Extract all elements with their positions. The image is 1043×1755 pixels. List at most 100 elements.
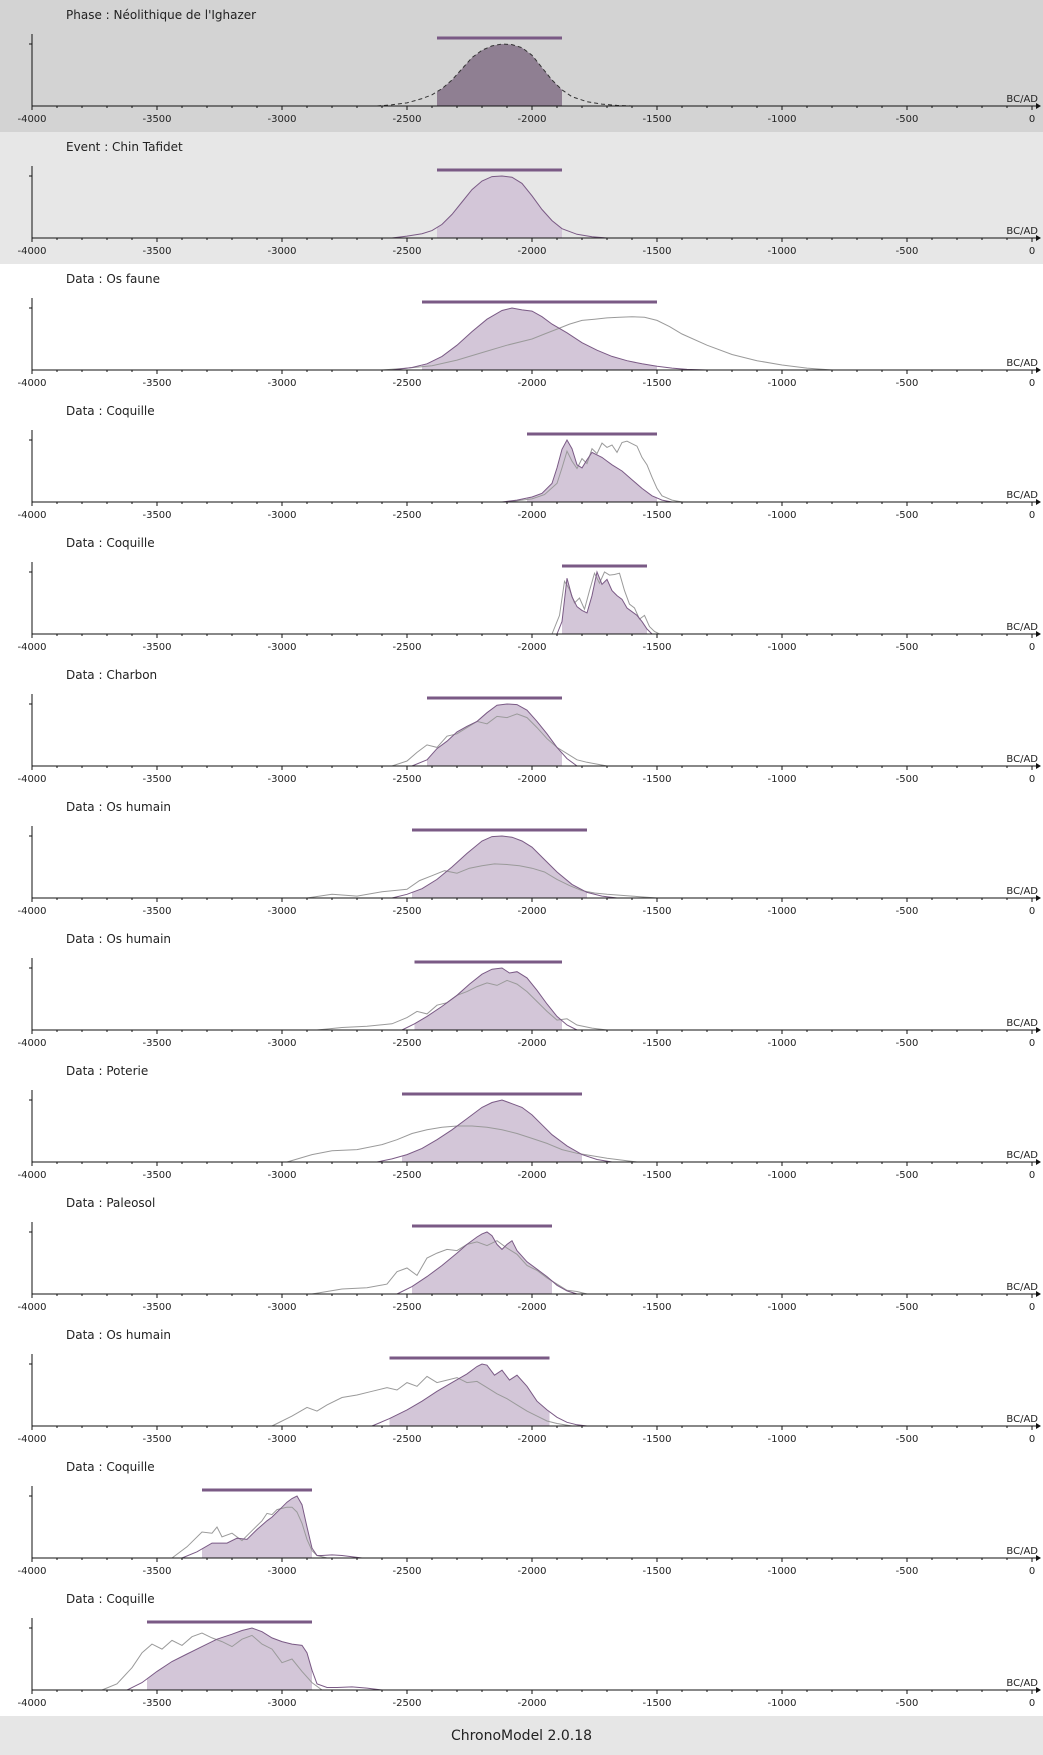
x-tick-label: -1000 xyxy=(767,642,796,653)
x-tick-label: -1500 xyxy=(642,378,671,389)
posterior-curve xyxy=(401,967,578,1031)
x-axis-arrow xyxy=(1036,1687,1041,1693)
x-tick-label: -2500 xyxy=(392,1566,421,1577)
x-tick-label: -3000 xyxy=(267,1038,296,1049)
x-tick-label: -3500 xyxy=(142,378,171,389)
posterior-area xyxy=(389,1364,550,1426)
x-tick-label: -1500 xyxy=(642,642,671,653)
x-tick-label: 0 xyxy=(1029,246,1035,257)
x-axis-unit-label: BC/AD xyxy=(1006,886,1038,897)
posterior-curve xyxy=(371,1363,588,1427)
x-tick-label: -500 xyxy=(896,510,919,521)
plot-canvas: -4000 -3500 -3000 -2500 -2000 -1500 -1000 -500 0… xyxy=(17,826,1041,917)
x-axis-unit-label: BC/AD xyxy=(1006,94,1038,105)
plot-panel-data: Data : Coquille -4000 -3500 -3000 -2500 -2000… xyxy=(0,528,1043,660)
x-tick-label: -500 xyxy=(896,906,919,917)
x-tick-label: -1000 xyxy=(767,114,796,125)
x-tick-label: -2500 xyxy=(392,114,421,125)
plot-panel-data: Data : Charbon -4000 -3500 -3000 -2500 -2000-… xyxy=(0,660,1043,792)
x-tick-label: -500 xyxy=(896,114,919,125)
x-tick-label: -1500 xyxy=(642,1302,671,1313)
posterior-area xyxy=(147,1628,312,1690)
x-tick-label: -2500 xyxy=(392,642,421,653)
x-tick-label: -1500 xyxy=(642,906,671,917)
x-axis-unit-label: BC/AD xyxy=(1006,1414,1038,1425)
x-axis-arrow xyxy=(1036,631,1041,637)
x-tick-label: -1000 xyxy=(767,1698,796,1709)
plot-canvas: -4000 -3500 -3000 -2500 -2000 -1500 -1000 -500 0… xyxy=(17,694,1041,785)
posterior-area xyxy=(414,968,562,1030)
x-tick-label: -3000 xyxy=(267,246,296,257)
x-tick-label: -3000 xyxy=(267,1566,296,1577)
x-tick-label: 0 xyxy=(1029,1170,1035,1181)
plot-title: Data : Coquille xyxy=(66,536,155,550)
plot-panel-data: Data : Coquille -4000 -3500 -3000 -2500 -2000… xyxy=(0,1584,1043,1716)
x-tick-label: 0 xyxy=(1029,1698,1035,1709)
plot-canvas: -4000 -3500 -3000 -2500 -2000 -1500 -1000 -500 0… xyxy=(17,1090,1041,1181)
x-tick-label: -1000 xyxy=(767,1434,796,1445)
x-tick-label: -3000 xyxy=(267,906,296,917)
x-tick-label: -3500 xyxy=(142,114,171,125)
plot-title: Data : Charbon xyxy=(66,668,158,682)
x-tick-label: 0 xyxy=(1029,642,1035,653)
x-tick-label: -1500 xyxy=(642,510,671,521)
x-tick-label: -2500 xyxy=(392,906,421,917)
x-tick-label: -3000 xyxy=(267,774,296,785)
x-tick-label: -4000 xyxy=(17,1302,46,1313)
x-tick-label: -3000 xyxy=(267,1698,296,1709)
x-tick-label: -3000 xyxy=(267,1302,296,1313)
x-tick-label: 0 xyxy=(1029,1302,1035,1313)
x-tick-label: -1000 xyxy=(767,1170,796,1181)
x-tick-label: -3500 xyxy=(142,642,171,653)
posterior-area xyxy=(437,44,562,106)
x-tick-label: -3000 xyxy=(267,642,296,653)
x-tick-label: -3500 xyxy=(142,1698,171,1709)
plot-title: Event : Chin Tafidet xyxy=(66,140,183,154)
x-tick-label: -1000 xyxy=(767,246,796,257)
x-tick-label: -3500 xyxy=(142,510,171,521)
x-tick-label: -3500 xyxy=(142,1038,171,1049)
posterior-area xyxy=(412,836,587,898)
x-axis-unit-label: BC/AD xyxy=(1006,226,1038,237)
density-plots: Phase : Néolithique de l'Ighazer -4000 -35… xyxy=(0,0,1043,1716)
x-tick-label: -1500 xyxy=(642,1566,671,1577)
x-axis-unit-label: BC/AD xyxy=(1006,622,1038,633)
x-tick-label: -500 xyxy=(896,642,919,653)
x-tick-label: -4000 xyxy=(17,1566,46,1577)
x-tick-label: -500 xyxy=(896,378,919,389)
x-tick-label: -1000 xyxy=(767,906,796,917)
x-axis-unit-label: BC/AD xyxy=(1006,754,1038,765)
plot-canvas: -4000 -3500 -3000 -2500 -2000 -1500 -1000 -500 0… xyxy=(17,1486,1041,1577)
x-tick-label: -1500 xyxy=(642,1170,671,1181)
x-tick-label: -2000 xyxy=(517,642,546,653)
plot-panel-data: Data : Coquille -4000 -3500 -3000 -2500 -2000… xyxy=(0,1452,1043,1584)
posterior-curve xyxy=(376,1099,613,1163)
posterior-curve xyxy=(376,43,633,107)
plot-title: Data : Os humain xyxy=(66,800,172,814)
plot-title: Data : Coquille xyxy=(66,404,155,418)
posterior-curve xyxy=(391,175,608,239)
x-tick-label: 0 xyxy=(1029,510,1035,521)
x-tick-label: -1500 xyxy=(642,114,671,125)
x-axis-arrow xyxy=(1036,499,1041,505)
x-tick-label: -2500 xyxy=(392,378,421,389)
plot-canvas: -4000 -3500 -3000 -2500 -2000 -1500 -1000 -500 0… xyxy=(17,562,1041,653)
x-tick-label: -3000 xyxy=(267,1434,296,1445)
x-tick-label: -2500 xyxy=(392,510,421,521)
x-tick-label: 0 xyxy=(1029,114,1035,125)
plot-canvas: -4000 -3500 -3000 -2500 -2000 -1500 -1000 -500 0… xyxy=(17,1354,1041,1445)
posterior-curve xyxy=(396,1231,578,1295)
x-axis-unit-label: BC/AD xyxy=(1006,1546,1038,1557)
x-tick-label: -2000 xyxy=(517,1170,546,1181)
plot-panel-data: Data : Os faune -4000 -3500 -3000 -2500 -2000… xyxy=(0,264,1043,396)
x-tick-label: -500 xyxy=(896,1170,919,1181)
x-tick-label: -2500 xyxy=(392,1038,421,1049)
x-tick-label: -2000 xyxy=(517,114,546,125)
plot-panel-phase: Phase : Néolithique de l'Ighazer -4000 -35… xyxy=(0,0,1043,132)
posterior-area xyxy=(412,1232,552,1294)
x-tick-label: -1500 xyxy=(642,1038,671,1049)
plot-panel-data: Data : Os humain -4000 -3500 -3000 -2500 -200… xyxy=(0,924,1043,1056)
x-tick-label: -1000 xyxy=(767,510,796,521)
plot-panel-data: Data : Poterie -4000 -3500 -3000 -2500 -2000-… xyxy=(0,1056,1043,1188)
posterior-curve xyxy=(181,1495,363,1559)
